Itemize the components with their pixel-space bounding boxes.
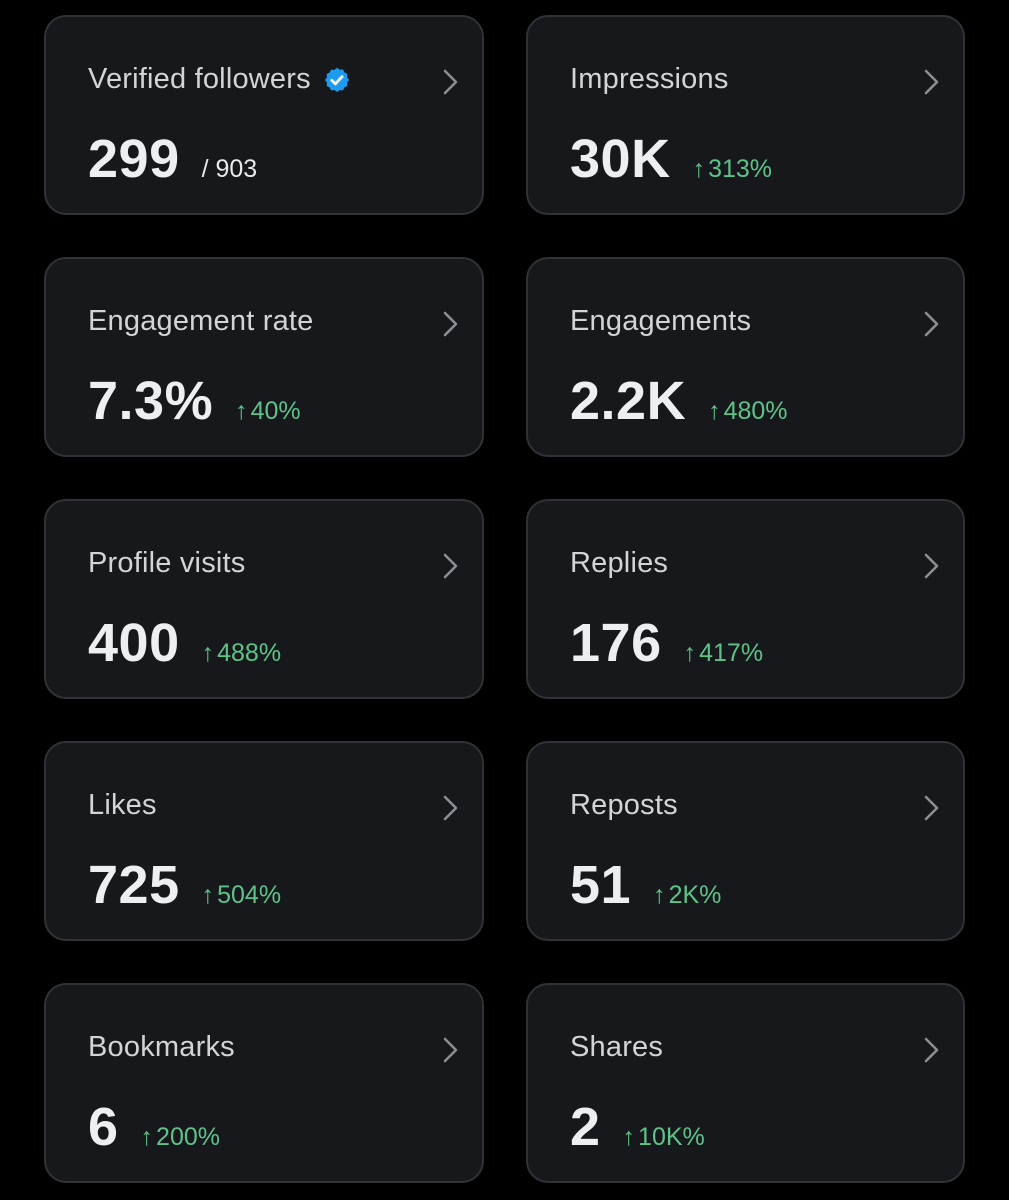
metric-value: 2.2K xyxy=(570,371,687,431)
metric-change: ↑ 417% xyxy=(684,639,763,668)
arrow-up-icon: ↑ xyxy=(140,1123,154,1151)
card-title-row: Shares xyxy=(570,1031,663,1064)
card-title: Profile visits xyxy=(88,547,246,579)
metric-value: 30K xyxy=(570,129,671,189)
chevron-right-icon[interactable] xyxy=(921,1035,943,1065)
value-row: 6 ↑ 200% xyxy=(88,1095,220,1159)
card-bookmarks[interactable]: Bookmarks 6 ↑ 200% xyxy=(44,983,484,1183)
metric-value: 400 xyxy=(88,613,180,673)
card-title: Likes xyxy=(88,789,157,821)
chevron-right-icon[interactable] xyxy=(440,309,462,339)
metric-change: ↑ 200% xyxy=(141,1123,220,1152)
metric-value: 51 xyxy=(570,855,632,915)
change-value: 10K% xyxy=(638,1123,705,1151)
change-value: 417% xyxy=(699,639,764,667)
card-title: Engagements xyxy=(570,305,752,337)
change-value: 313% xyxy=(708,155,773,183)
card-title: Verified followers xyxy=(88,63,311,95)
change-value: 504% xyxy=(217,881,282,909)
metric-change: ↑ 2K% xyxy=(653,881,721,910)
card-title: Impressions xyxy=(570,63,729,95)
value-row: 7.3% ↑ 40% xyxy=(88,369,301,433)
value-row: 299 / 903 xyxy=(88,127,257,191)
card-engagement-rate[interactable]: Engagement rate 7.3% ↑ 40% xyxy=(44,257,484,457)
chevron-right-icon[interactable] xyxy=(921,793,943,823)
metric-change: ↑ 313% xyxy=(693,155,772,184)
card-title-row: Impressions xyxy=(570,63,729,96)
card-title-row: Engagement rate xyxy=(88,305,313,338)
card-title-row: Profile visits xyxy=(88,547,246,580)
change-value: 2K% xyxy=(668,881,722,909)
metric-change: ↑ 480% xyxy=(708,397,787,426)
value-row: 2 ↑ 10K% xyxy=(570,1095,705,1159)
arrow-up-icon: ↑ xyxy=(708,397,721,425)
change-value: 488% xyxy=(217,639,282,667)
metric-change: ↑ 504% xyxy=(202,881,281,910)
chevron-right-icon[interactable] xyxy=(440,1035,462,1065)
card-title: Bookmarks xyxy=(88,1031,235,1063)
card-title-row: Replies xyxy=(570,547,668,580)
metric-total: / 903 xyxy=(201,155,258,183)
card-title-row: Engagements xyxy=(570,305,751,338)
card-title-row: Bookmarks xyxy=(88,1031,235,1064)
chevron-right-icon[interactable] xyxy=(440,551,462,581)
card-title-row: Verified followers xyxy=(88,63,351,96)
metric-value: 6 xyxy=(88,1097,119,1157)
card-title-row: Likes xyxy=(88,789,157,822)
card-title-row: Reposts xyxy=(570,789,678,822)
chevron-right-icon[interactable] xyxy=(921,551,943,581)
arrow-up-icon: ↑ xyxy=(201,881,215,909)
metric-change: ↑ 10K% xyxy=(623,1123,705,1152)
metric-value: 299 xyxy=(88,129,180,189)
card-shares[interactable]: Shares 2 ↑ 10K% xyxy=(526,983,965,1183)
card-likes[interactable]: Likes 725 ↑ 504% xyxy=(44,741,484,941)
card-reposts[interactable]: Reposts 51 ↑ 2K% xyxy=(526,741,965,941)
value-row: 400 ↑ 488% xyxy=(88,611,281,675)
change-value: 40% xyxy=(250,397,301,425)
value-row: 2.2K ↑ 480% xyxy=(570,369,788,433)
card-replies[interactable]: Replies 176 ↑ 417% xyxy=(526,499,965,699)
card-title: Shares xyxy=(570,1031,664,1063)
arrow-up-icon: ↑ xyxy=(653,881,666,909)
chevron-right-icon[interactable] xyxy=(921,67,943,97)
card-title: Replies xyxy=(570,547,669,579)
chevron-right-icon[interactable] xyxy=(440,67,462,97)
metrics-grid: Verified followers 299 / 903 Impressions… xyxy=(44,15,965,1183)
metric-change: ↑ 40% xyxy=(235,397,301,426)
chevron-right-icon[interactable] xyxy=(440,793,462,823)
arrow-up-icon: ↑ xyxy=(201,639,215,667)
card-title: Reposts xyxy=(570,789,678,821)
metric-value: 2 xyxy=(570,1097,601,1157)
arrow-up-icon: ↑ xyxy=(235,397,248,425)
arrow-up-icon: ↑ xyxy=(622,1123,636,1151)
change-value: 200% xyxy=(156,1123,220,1151)
metric-value: 725 xyxy=(88,855,180,915)
chevron-right-icon[interactable] xyxy=(921,309,943,339)
value-row: 51 ↑ 2K% xyxy=(570,853,721,917)
arrow-up-icon: ↑ xyxy=(692,155,706,183)
value-row: 725 ↑ 504% xyxy=(88,853,281,917)
card-profile-visits[interactable]: Profile visits 400 ↑ 488% xyxy=(44,499,484,699)
card-engagements[interactable]: Engagements 2.2K ↑ 480% xyxy=(526,257,965,457)
value-row: 30K ↑ 313% xyxy=(570,127,772,191)
change-value: 480% xyxy=(723,397,788,425)
card-impressions[interactable]: Impressions 30K ↑ 313% xyxy=(526,15,965,215)
card-verified-followers[interactable]: Verified followers 299 / 903 xyxy=(44,15,484,215)
metric-change: ↑ 488% xyxy=(202,639,281,668)
value-row: 176 ↑ 417% xyxy=(570,611,763,675)
metric-value: 7.3% xyxy=(88,371,214,431)
card-title: Engagement rate xyxy=(88,305,314,337)
verified-badge-icon xyxy=(323,66,351,94)
metric-value: 176 xyxy=(570,613,662,673)
arrow-up-icon: ↑ xyxy=(683,639,697,667)
